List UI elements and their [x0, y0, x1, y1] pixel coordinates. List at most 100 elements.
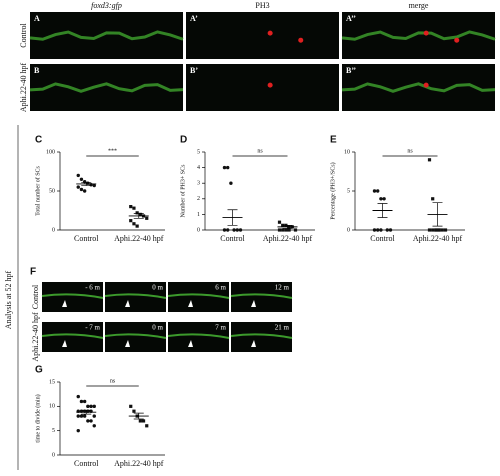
data-point	[76, 428, 80, 433]
ph3-nucleus	[423, 82, 429, 88]
x-tick-label: Control	[370, 234, 395, 243]
data-point	[284, 228, 288, 232]
time-label: 21 m	[275, 324, 290, 332]
error-bar	[377, 203, 388, 218]
arrowhead	[251, 340, 256, 347]
panel-label: A’’	[346, 14, 356, 23]
error-bar	[81, 182, 92, 186]
fluorescent-cell	[341, 82, 496, 93]
data-point	[372, 228, 377, 232]
arrowhead	[251, 300, 256, 307]
y-tick-label: 50	[49, 188, 55, 194]
panel-letter: C	[35, 135, 42, 146]
micrograph	[186, 12, 339, 59]
row-label: Aphi.22-40 hpf	[31, 312, 40, 362]
fluorescent-cell	[230, 293, 293, 299]
data-point	[226, 165, 230, 170]
data-point	[86, 419, 90, 423]
data-point	[132, 409, 136, 413]
data-point	[238, 228, 243, 232]
fluorescent-cell	[104, 333, 167, 339]
y-tick-label: 1	[197, 212, 200, 218]
micrograph	[186, 64, 339, 111]
panel-letter: D	[180, 135, 187, 146]
data-point	[129, 219, 133, 223]
data-point	[431, 228, 435, 232]
y-axis-label: Total number of SCs	[34, 165, 41, 215]
data-point	[79, 414, 84, 418]
micrograph	[30, 64, 183, 111]
data-point	[287, 228, 291, 232]
fluorescent-cell	[29, 82, 184, 93]
y-tick-label: 0	[197, 227, 200, 233]
data-point	[440, 228, 444, 232]
data-point	[222, 165, 227, 170]
data-point	[79, 187, 84, 192]
y-axis-label: time to divide (min)	[34, 394, 41, 442]
data-point	[434, 228, 438, 232]
data-point	[92, 414, 96, 418]
data-point	[82, 179, 87, 184]
fluorescent-cell	[41, 333, 104, 339]
row-label: Control	[19, 23, 28, 48]
column-label: merge	[409, 1, 429, 10]
fluorescent-cell	[341, 30, 496, 41]
data-point	[135, 211, 139, 215]
data-point	[145, 424, 149, 428]
x-tick-label: Aphi.22-40 hpf	[263, 234, 313, 243]
significance-label: ns	[407, 148, 413, 154]
arrowhead	[188, 340, 193, 347]
error-bar	[432, 202, 443, 227]
data-point	[281, 228, 285, 232]
x-tick-label: Aphi.22-40 hpf	[114, 459, 164, 468]
fluorescent-cell	[167, 293, 230, 299]
data-point	[129, 404, 133, 408]
y-tick-label: 0	[52, 227, 55, 233]
x-tick-label: Control	[220, 234, 245, 243]
data-point	[89, 404, 93, 409]
time-label: 7 m	[215, 324, 226, 332]
y-axis-label: Percentage (PH3+/SCs)	[329, 162, 336, 219]
panel-label: B’’	[346, 66, 356, 75]
error-bar	[133, 412, 144, 420]
data-point	[222, 228, 227, 232]
column-label: foxd3:gfp	[91, 1, 122, 10]
data-point	[132, 206, 136, 210]
data-point	[376, 189, 380, 193]
data-point	[437, 228, 441, 232]
data-point	[135, 224, 139, 228]
arrowhead	[125, 340, 130, 347]
x-tick-label: Control	[74, 459, 99, 468]
error-bar	[81, 409, 92, 415]
data-point	[129, 205, 133, 209]
y-tick-label: 0	[347, 227, 350, 233]
data-point	[277, 220, 282, 224]
ph3-nucleus	[267, 82, 273, 88]
data-point	[427, 158, 432, 162]
y-tick-label: 0	[52, 452, 55, 458]
data-point	[82, 414, 87, 418]
fluorescent-cell	[167, 333, 230, 339]
arrowhead	[62, 340, 67, 347]
panel-label: B	[34, 66, 40, 75]
data-point	[372, 189, 377, 193]
significance-label: ns	[110, 378, 116, 384]
y-tick-label: 10	[344, 149, 350, 155]
data-point	[82, 399, 87, 404]
y-tick-label: 15	[49, 379, 55, 385]
column-label: PH3	[255, 1, 269, 10]
data-point	[138, 212, 142, 216]
fluorescent-cell	[29, 30, 184, 41]
data-point	[293, 228, 298, 232]
time-label: 6 m	[215, 284, 226, 292]
data-point	[92, 183, 96, 188]
data-point	[232, 228, 236, 232]
data-point	[376, 228, 380, 232]
data-point	[379, 228, 383, 232]
panel-letter: G	[35, 365, 43, 376]
data-point	[92, 404, 96, 409]
y-tick-label: 5	[347, 188, 350, 194]
data-point	[431, 197, 435, 201]
x-tick-label: Aphi.22-40 hpf	[114, 234, 164, 243]
